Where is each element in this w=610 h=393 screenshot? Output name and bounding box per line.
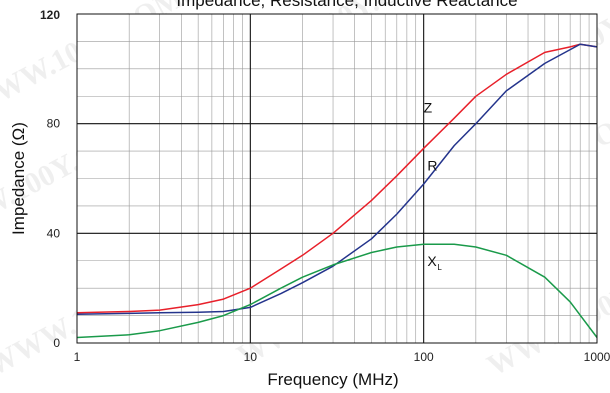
series-label-r: R	[427, 157, 437, 173]
y-tick-label: 0	[53, 336, 60, 350]
minor-gridlines	[77, 14, 597, 343]
y-tick-label: 80	[47, 117, 61, 131]
x-tick-label: 100	[414, 350, 434, 364]
series-label-x: X	[427, 253, 437, 269]
plot-frame	[76, 13, 598, 344]
x-axis-label: Frequency (MHz)	[267, 370, 398, 389]
y-tick-label: 40	[47, 226, 61, 240]
x-tick-label: 1	[74, 350, 81, 364]
chart-title: Impedance, Resistance, Inductive Reactan…	[176, 0, 517, 10]
series-layer: Z R X L	[76, 43, 598, 339]
x-tick-label: 10	[244, 350, 258, 364]
series-label-z: Z	[424, 100, 433, 116]
series-line-x	[76, 243, 598, 339]
y-axis-label: Impedance (Ω)	[9, 122, 28, 235]
x-tick-label: 1000	[584, 350, 610, 364]
y-tick-label: 120	[40, 8, 60, 22]
series-label-subscript: L	[437, 263, 442, 272]
series-line-z	[76, 43, 598, 314]
series-line-r	[76, 43, 598, 315]
tick-labels: 1 10 100 1000 0 40 80 120	[40, 8, 610, 364]
